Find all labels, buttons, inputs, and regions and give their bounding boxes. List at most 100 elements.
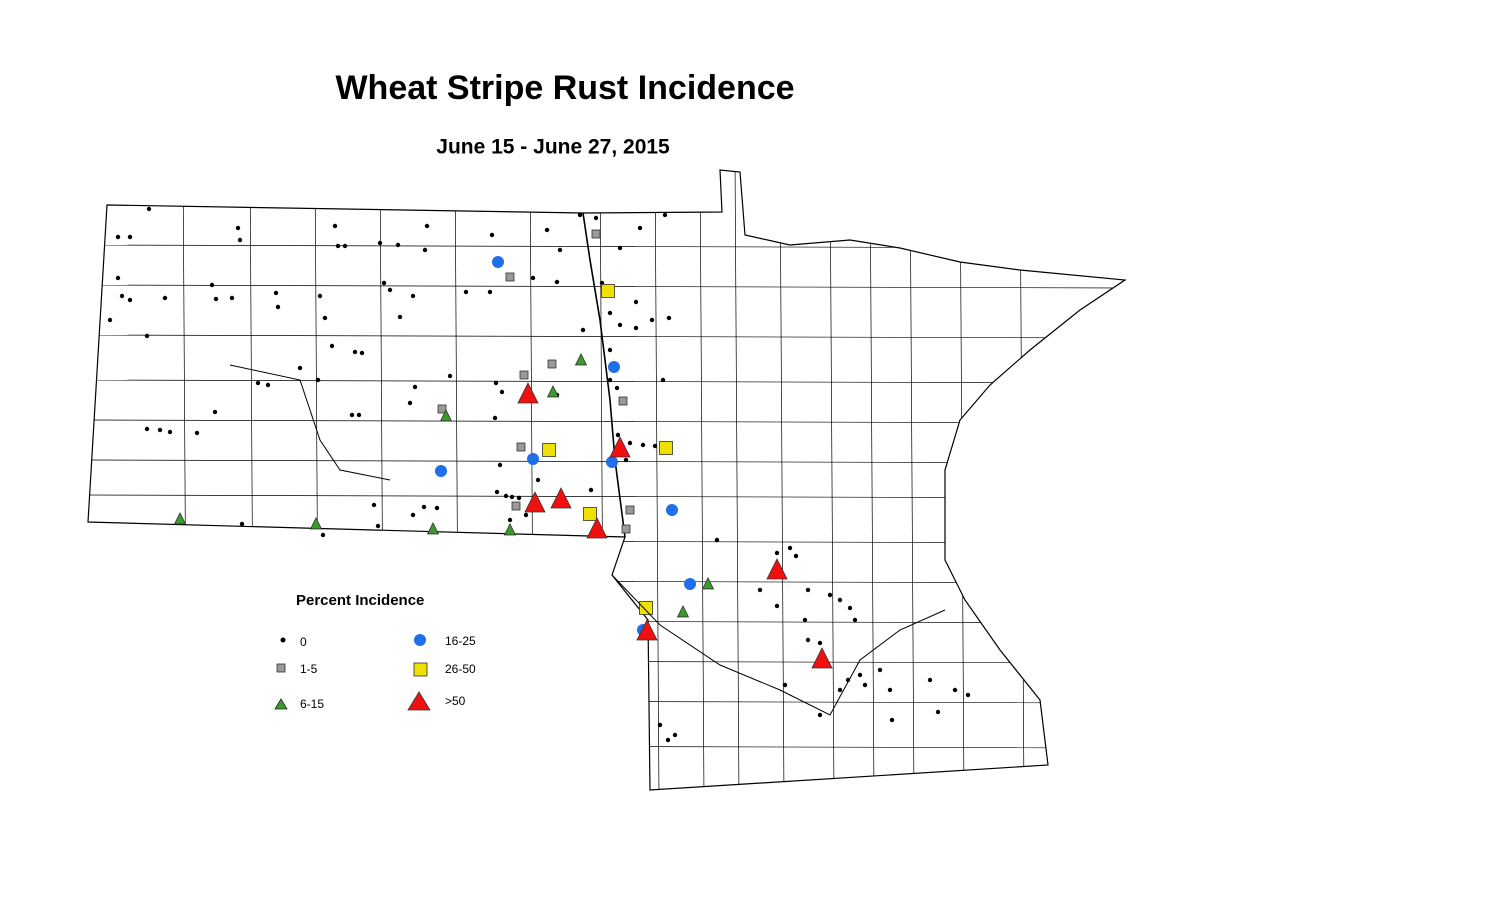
survey-dot [209, 282, 215, 288]
survey-dot [887, 687, 893, 693]
triangle-marker [586, 517, 608, 539]
survey-dot [802, 617, 808, 623]
survey-dot [544, 227, 550, 233]
square-marker [591, 229, 601, 239]
survey-dot [588, 487, 594, 493]
survey-dot [167, 429, 173, 435]
survey-dot [523, 512, 529, 518]
survey-dot [617, 322, 623, 328]
legend-label: 1-5 [300, 662, 318, 676]
county-line [734, 170, 740, 790]
survey-dot [422, 247, 428, 253]
triangle-marker [309, 517, 323, 530]
survey-dot [235, 225, 241, 231]
legend-symbol [407, 691, 431, 711]
survey-dot [194, 430, 200, 436]
square-marker [639, 601, 653, 615]
square-marker [625, 505, 635, 515]
square-marker [583, 507, 597, 521]
triangle-marker [701, 577, 715, 590]
survey-dot [665, 737, 671, 743]
legend-title: Percent Incidence [296, 592, 424, 609]
survey-dot [817, 712, 823, 718]
triangle-marker [574, 353, 588, 366]
triangle-marker [609, 436, 631, 458]
legend-label: 0 [300, 635, 307, 649]
triangle-marker [636, 619, 658, 641]
survey-dot [649, 317, 655, 323]
survey-dot [377, 240, 383, 246]
survey-dot [434, 505, 440, 511]
map-subtitle: June 15 - June 27, 2015 [436, 136, 670, 159]
survey-dot [229, 295, 235, 301]
triangle-marker [426, 522, 440, 535]
square-marker [516, 442, 526, 452]
triangle-marker [524, 491, 546, 513]
survey-dot [447, 373, 453, 379]
survey-dot [349, 412, 355, 418]
triangle-marker [173, 512, 187, 525]
survey-dot [623, 457, 629, 463]
triangle-marker [546, 385, 560, 398]
legend-label: 6-15 [300, 697, 324, 711]
survey-dot [297, 365, 303, 371]
square-marker [659, 441, 673, 455]
survey-dot [499, 389, 505, 395]
square-marker [547, 359, 557, 369]
survey-dot [335, 243, 341, 249]
survey-dot [857, 672, 863, 678]
survey-dot [837, 597, 843, 603]
county-line [88, 334, 1125, 339]
survey-dot [607, 310, 613, 316]
survey-dot [554, 279, 560, 285]
survey-dot [615, 432, 621, 438]
county-line [379, 170, 385, 790]
survey-dot [275, 304, 281, 310]
circle-marker [492, 256, 504, 268]
survey-dot [557, 247, 563, 253]
survey-dot [793, 553, 799, 559]
survey-dot [322, 315, 328, 321]
state-border [582, 212, 626, 538]
county-line [88, 744, 1125, 749]
survey-dot [421, 504, 427, 510]
county-line [88, 699, 1125, 704]
legend-label: 26-50 [445, 662, 476, 676]
circle-marker [435, 465, 447, 477]
survey-dot [827, 592, 833, 598]
triangle-marker [517, 382, 539, 404]
survey-dot [144, 426, 150, 432]
survey-dot [535, 477, 541, 483]
survey-dot [714, 537, 720, 543]
county-line [699, 170, 705, 790]
survey-dot [952, 687, 958, 693]
survey-dot [757, 587, 763, 593]
triangle-marker [503, 523, 517, 536]
county-line [88, 379, 1125, 384]
survey-dot [352, 349, 358, 355]
survey-dot [593, 215, 599, 221]
survey-dot [889, 717, 895, 723]
survey-dot [607, 347, 613, 353]
survey-dot [852, 617, 858, 623]
survey-dot [666, 315, 672, 321]
survey-dot [633, 325, 639, 331]
survey-dot [127, 297, 133, 303]
county-line [869, 170, 875, 790]
survey-dot [239, 521, 245, 527]
square-marker [511, 501, 521, 511]
survey-dot [494, 489, 500, 495]
survey-dot [410, 512, 416, 518]
county-line [829, 170, 835, 790]
survey-dot [397, 314, 403, 320]
survey-dot [516, 495, 522, 501]
survey-dot [315, 377, 321, 383]
circle-marker [606, 456, 618, 468]
survey-dot [146, 206, 152, 212]
survey-dot [273, 290, 279, 296]
survey-dot [787, 545, 793, 551]
square-marker [519, 370, 529, 380]
county-line [529, 170, 535, 790]
survey-dot [127, 234, 133, 240]
